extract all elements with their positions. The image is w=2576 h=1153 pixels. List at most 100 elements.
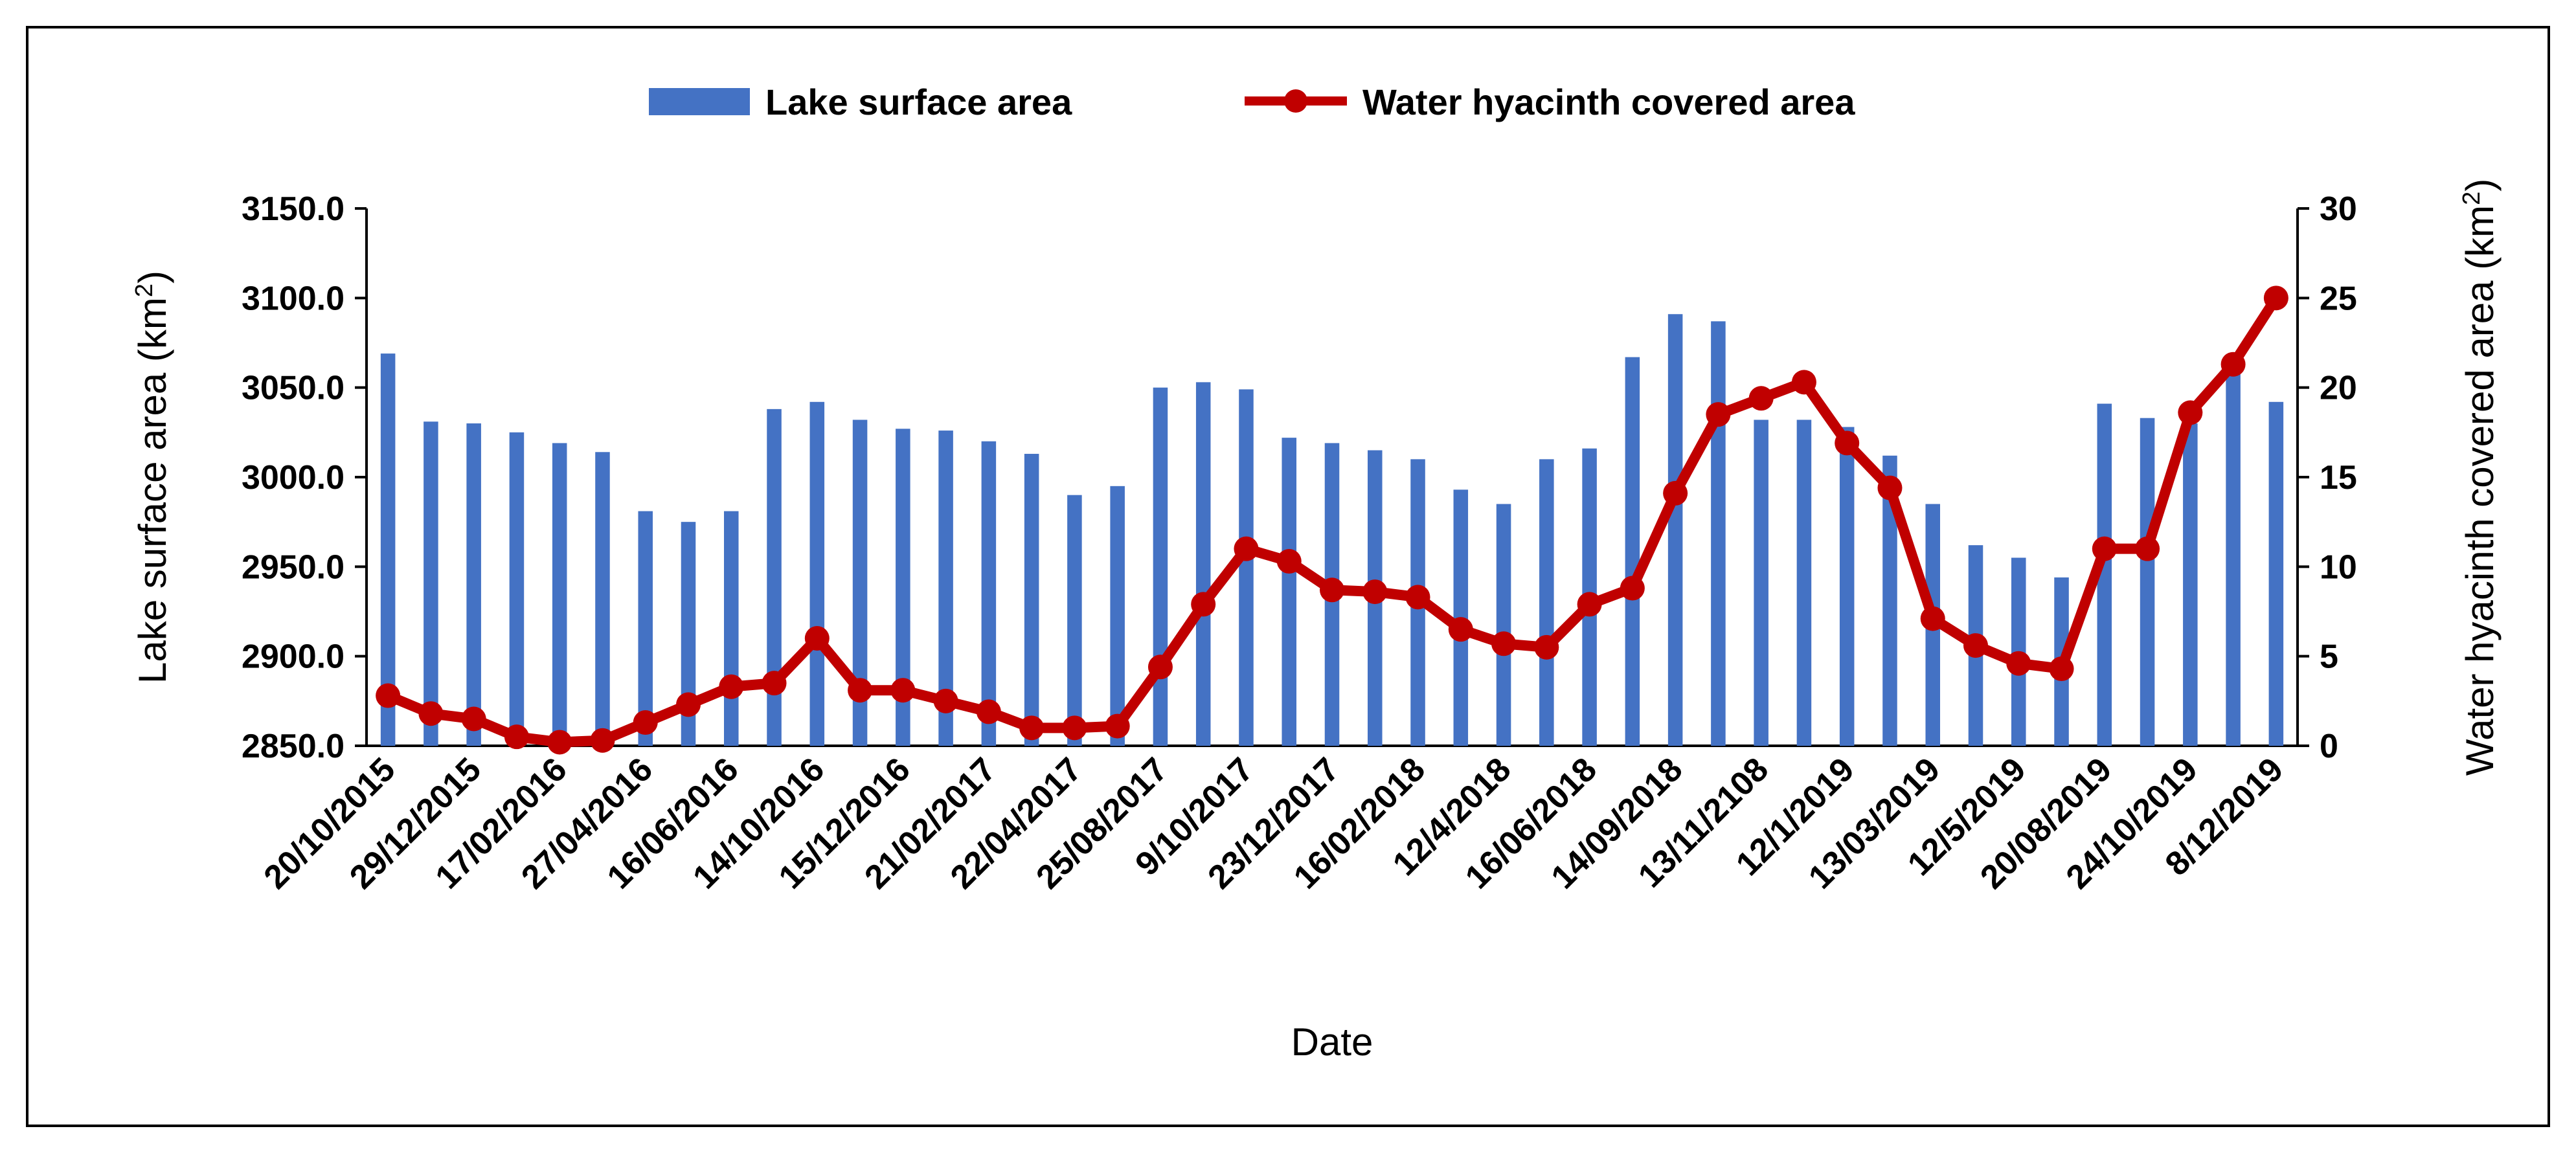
chart-frame: Lake surface area Water hyacinth covered… bbox=[26, 26, 2550, 1127]
line-series-water-hyacinth bbox=[376, 285, 2288, 755]
left-axis-title: Lake surface area (km2) bbox=[131, 271, 174, 684]
point-water-hyacinth bbox=[2006, 651, 2031, 676]
bar-lake-surface-area bbox=[896, 429, 910, 746]
point-water-hyacinth bbox=[890, 678, 916, 703]
bar-lake-surface-area bbox=[981, 441, 997, 746]
point-water-hyacinth bbox=[1748, 386, 1774, 411]
point-water-hyacinth bbox=[547, 730, 572, 755]
point-water-hyacinth bbox=[2092, 536, 2117, 561]
bar-lake-surface-area bbox=[1024, 454, 1039, 746]
legend-swatch-lake-surface-area bbox=[649, 88, 750, 115]
bar-lake-surface-area bbox=[938, 431, 953, 746]
point-water-hyacinth bbox=[1019, 715, 1045, 741]
left-tick-label: 3050.0 bbox=[242, 370, 345, 407]
point-water-hyacinth bbox=[1147, 655, 1173, 680]
point-water-hyacinth bbox=[1835, 431, 1860, 456]
point-water-hyacinth bbox=[376, 683, 401, 708]
right-tick-label: 15 bbox=[2320, 459, 2357, 497]
bar-lake-surface-area bbox=[1796, 420, 1812, 746]
left-tick-label: 2950.0 bbox=[242, 548, 345, 586]
bar-lake-surface-area bbox=[638, 511, 653, 746]
left-tick-label: 2850.0 bbox=[242, 728, 345, 765]
x-axis-title: Date bbox=[1291, 1020, 1373, 1064]
left-tick-label: 3150.0 bbox=[242, 190, 345, 228]
point-water-hyacinth bbox=[1191, 592, 1216, 617]
point-water-hyacinth bbox=[976, 699, 1001, 724]
legend-label-lake-surface-area: Lake surface area bbox=[765, 82, 1072, 122]
bar-lake-surface-area bbox=[1839, 427, 1855, 746]
right-tick-label: 30 bbox=[2320, 190, 2357, 228]
bar-lake-surface-area bbox=[1539, 459, 1554, 746]
point-water-hyacinth bbox=[2178, 400, 2203, 425]
bar-lake-surface-area bbox=[1153, 387, 1168, 746]
bar-lake-surface-area bbox=[2140, 418, 2155, 746]
right-axis-title: Water hyacinth covered area (km2) bbox=[2458, 179, 2502, 776]
bar-lake-surface-area bbox=[509, 432, 525, 746]
point-water-hyacinth bbox=[461, 706, 486, 732]
point-water-hyacinth bbox=[1963, 633, 1988, 658]
bar-lake-surface-area bbox=[1067, 495, 1082, 746]
bar-lake-surface-area bbox=[2226, 370, 2241, 746]
bar-lake-surface-area bbox=[1195, 382, 1211, 746]
point-water-hyacinth bbox=[1362, 579, 1388, 605]
legend: Lake surface area Water hyacinth covered… bbox=[649, 82, 1855, 122]
point-water-hyacinth bbox=[1491, 631, 1517, 656]
bar-lake-surface-area bbox=[2183, 423, 2198, 746]
point-water-hyacinth bbox=[1448, 617, 1473, 642]
bar-lake-surface-area bbox=[852, 420, 868, 746]
point-water-hyacinth bbox=[2263, 285, 2288, 311]
bar-lake-surface-area bbox=[681, 522, 696, 746]
bar-lake-surface-area bbox=[424, 421, 438, 746]
point-water-hyacinth bbox=[804, 626, 830, 651]
point-water-hyacinth bbox=[762, 671, 787, 696]
legend-marker-water-hyacinth bbox=[1284, 89, 1307, 113]
left-tick-label: 3000.0 bbox=[242, 459, 345, 497]
point-water-hyacinth bbox=[2049, 656, 2074, 682]
bar-lake-surface-area bbox=[2097, 403, 2112, 746]
x-axis-category-labels: 20/10/201529/12/201517/02/201627/04/2016… bbox=[257, 750, 2291, 896]
point-water-hyacinth bbox=[719, 674, 744, 699]
point-water-hyacinth bbox=[633, 710, 658, 735]
bar-lake-surface-area bbox=[1882, 455, 1897, 746]
point-water-hyacinth bbox=[2220, 352, 2246, 377]
point-water-hyacinth bbox=[418, 701, 444, 726]
bar-lake-surface-area bbox=[1667, 314, 1683, 746]
bar-lake-surface-area bbox=[1625, 357, 1640, 746]
left-tick-label: 2900.0 bbox=[242, 638, 345, 676]
right-tick-label: 5 bbox=[2320, 638, 2338, 676]
point-water-hyacinth bbox=[1276, 549, 1302, 574]
point-water-hyacinth bbox=[1320, 577, 1344, 603]
combo-chart: Lake surface area Water hyacinth covered… bbox=[131, 82, 2502, 1064]
bar-lake-surface-area bbox=[1496, 504, 1511, 746]
bar-lake-surface-area bbox=[1754, 420, 1768, 746]
point-water-hyacinth bbox=[1534, 634, 1559, 660]
point-water-hyacinth bbox=[1105, 713, 1130, 739]
point-water-hyacinth bbox=[1234, 536, 1259, 561]
bar-lake-surface-area bbox=[466, 423, 481, 746]
left-axis-ticks: 2850.0 2900.0 2950.0 3000.0 3050.0 3100.0 3150… bbox=[242, 190, 367, 765]
point-water-hyacinth bbox=[1791, 370, 1816, 395]
point-water-hyacinth bbox=[1706, 402, 1731, 427]
bar-lake-surface-area bbox=[595, 452, 610, 746]
bar-lake-surface-area bbox=[1110, 486, 1125, 746]
bar-lake-surface-area bbox=[1282, 438, 1296, 746]
point-water-hyacinth bbox=[1620, 576, 1645, 601]
point-water-hyacinth bbox=[1577, 592, 1602, 617]
bar-lake-surface-area bbox=[1711, 321, 1726, 746]
point-water-hyacinth bbox=[1920, 606, 1945, 631]
bar-lake-surface-area bbox=[1239, 389, 1254, 746]
point-water-hyacinth bbox=[504, 724, 529, 750]
bar-lake-surface-area bbox=[767, 409, 782, 746]
bar-lake-surface-area bbox=[2268, 401, 2284, 746]
point-water-hyacinth bbox=[1877, 475, 1903, 500]
water-hyacinth-markers bbox=[376, 285, 2288, 755]
point-water-hyacinth bbox=[2135, 536, 2160, 561]
bar-lake-surface-area bbox=[552, 443, 567, 746]
legend-label-water-hyacinth: Water hyacinth covered area bbox=[1362, 82, 1855, 122]
right-tick-label: 25 bbox=[2320, 280, 2357, 317]
point-water-hyacinth bbox=[1062, 715, 1087, 741]
bar-series-lake-surface-area bbox=[380, 314, 2284, 746]
left-tick-label: 3100.0 bbox=[242, 280, 345, 317]
right-tick-label: 20 bbox=[2320, 370, 2357, 407]
point-water-hyacinth bbox=[1663, 480, 1688, 506]
